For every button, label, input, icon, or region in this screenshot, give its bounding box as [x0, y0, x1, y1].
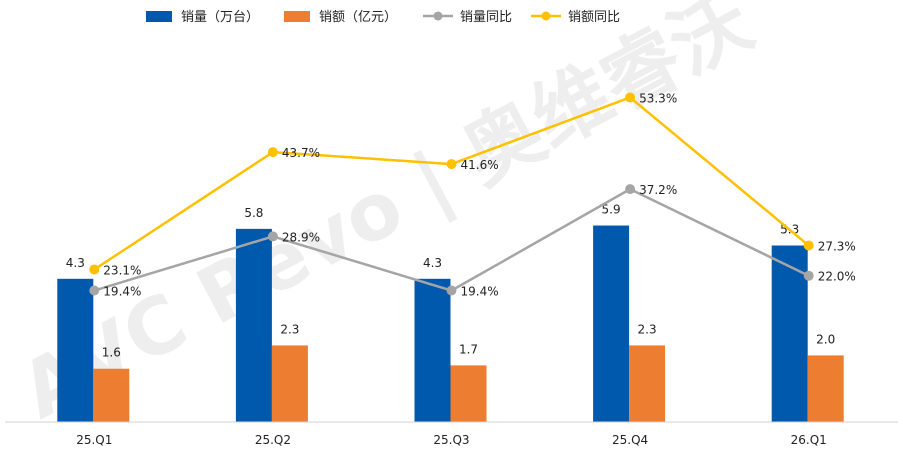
bar-volume-25.Q2 [235, 228, 272, 422]
bar-label-sales-25.Q1: 1.6 [102, 346, 121, 360]
point-label-sales-yoy-25.Q2: 43.7% [282, 146, 320, 160]
bar-sales-25.Q3 [450, 365, 487, 422]
bar-sales-26.Q1 [807, 355, 844, 422]
legend-swatch [146, 11, 172, 22]
bar-label-volume-25.Q1: 4.3 [66, 256, 85, 270]
legend-marker [541, 11, 551, 21]
point-label-sales-yoy-25.Q3: 41.6% [461, 158, 499, 172]
bar-volume-25.Q3 [414, 278, 451, 422]
point-label-volume-yoy-25.Q4: 37.2% [639, 183, 677, 197]
legend-swatch [284, 11, 310, 22]
x-tick-label: 25.Q1 [76, 433, 112, 447]
bar-sales-25.Q2 [271, 345, 308, 422]
bar-sales-25.Q4 [629, 345, 666, 422]
point-volume-yoy-25.Q4 [625, 184, 636, 195]
point-volume-yoy-25.Q1 [89, 285, 100, 296]
legend-label: 销量（万台） [181, 10, 259, 25]
point-sales-yoy-25.Q3 [446, 159, 457, 170]
bar-label-volume-25.Q3: 4.3 [423, 256, 442, 270]
x-tick-label: 25.Q3 [433, 433, 469, 447]
legend-label: 销额同比 [568, 10, 620, 25]
point-sales-yoy-25.Q2 [267, 147, 278, 158]
legend: 销量（万台） 销额（亿元） 销量同比 销额同比 [146, 10, 620, 25]
legend-label: 销量同比 [460, 10, 512, 25]
point-label-volume-yoy-25.Q3: 19.4% [461, 285, 499, 299]
point-label-sales-yoy-26.Q1: 27.3% [818, 240, 856, 254]
point-sales-yoy-26.Q1 [803, 240, 814, 251]
x-axis: 25.Q1 25.Q2 25.Q3 25.Q4 26.Q1 [5, 421, 898, 447]
point-label-sales-yoy-25.Q1: 23.1% [103, 263, 141, 277]
point-volume-yoy-26.Q1 [803, 270, 814, 281]
point-volume-yoy-25.Q2 [267, 231, 278, 242]
point-sales-yoy-25.Q4 [625, 92, 636, 103]
point-label-sales-yoy-25.Q4: 53.3% [639, 91, 677, 105]
point-sales-yoy-25.Q1 [89, 264, 100, 275]
bar-label-volume-25.Q2: 5.8 [244, 206, 263, 220]
x-tick-label: 25.Q4 [612, 433, 648, 447]
bar-label-volume-25.Q4: 5.9 [602, 203, 621, 217]
legend-label: 销额（亿元） [319, 10, 397, 25]
point-volume-yoy-25.Q3 [446, 285, 457, 296]
plot-area: 4.35.84.35.95.31.62.31.72.32.019.4%28.9%… [57, 91, 856, 422]
point-label-volume-yoy-25.Q2: 28.9% [282, 230, 320, 244]
bar-volume-25.Q1 [57, 278, 94, 422]
x-tick-label: 26.Q1 [791, 433, 827, 447]
x-tick-label: 25.Q2 [255, 433, 291, 447]
point-label-volume-yoy-25.Q1: 19.4% [103, 285, 141, 299]
bar-volume-26.Q1 [771, 245, 808, 422]
bar-label-sales-25.Q2: 2.3 [280, 322, 299, 336]
bar-label-sales-26.Q1: 2.0 [816, 332, 835, 346]
point-label-volume-yoy-26.Q1: 22.0% [818, 270, 856, 284]
bar-label-sales-25.Q4: 2.3 [638, 322, 657, 336]
bar-volume-25.Q4 [593, 225, 630, 422]
bar-label-sales-25.Q3: 1.7 [459, 342, 478, 356]
legend-marker [433, 11, 443, 21]
bar-sales-25.Q1 [93, 368, 130, 422]
